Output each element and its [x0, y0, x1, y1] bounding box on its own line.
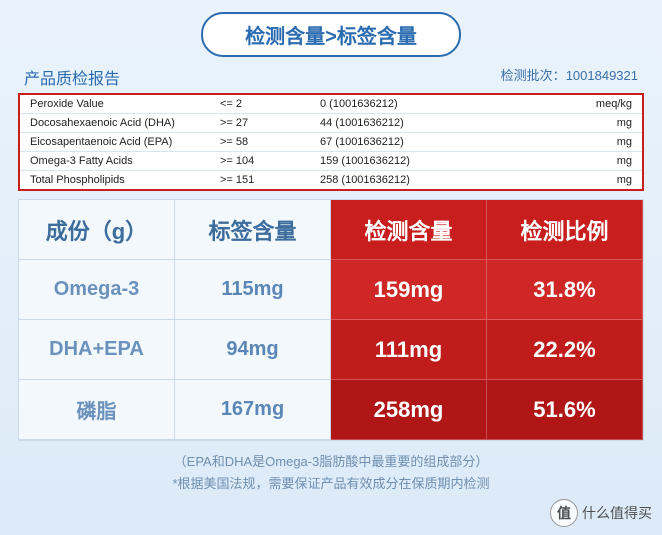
report-result: 159 (1001636212)	[320, 155, 582, 167]
report-name: Eicosapentaenoic Acid (EPA)	[30, 136, 220, 148]
report-unit: mg	[582, 174, 632, 186]
qc-report-box: Peroxide Value<= 20 (1001636212)meq/kgDo…	[18, 93, 644, 191]
report-row: Omega-3 Fatty Acids>= 104159 (1001636212…	[20, 152, 642, 171]
row-label: Omega-3	[19, 260, 175, 320]
row-label: DHA+EPA	[19, 320, 175, 380]
report-row: Total Phospholipids>= 151258 (1001636212…	[20, 171, 642, 189]
report-unit: mg	[582, 155, 632, 167]
header-pill: 检测含量>标签含量	[201, 12, 461, 57]
table-header: 标签含量	[175, 200, 331, 260]
table-header: 检测比例	[487, 200, 643, 260]
batch-info: 检测批次：1001849321	[501, 65, 638, 89]
report-row: Peroxide Value<= 20 (1001636212)meq/kg	[20, 95, 642, 114]
declared-value: 167mg	[175, 380, 331, 440]
report-unit: mg	[582, 117, 632, 129]
footnote: （EPA和DHA是Omega-3脂肪酸中最重要的组成部分） *根据美国法规，需要…	[0, 451, 662, 495]
report-result: 67 (1001636212)	[320, 136, 582, 148]
report-title: 产品质检报告	[24, 65, 120, 89]
report-result: 44 (1001636212)	[320, 117, 582, 129]
report-unit: mg	[582, 136, 632, 148]
batch-value: 1001849321	[566, 68, 638, 83]
sub-row: 产品质检报告 检测批次：1001849321	[0, 65, 662, 93]
report-result: 258 (1001636212)	[320, 174, 582, 186]
comparison-table: 成份（g）标签含量检测含量检测比例 Omega-3115mg159mg31.8% D…	[18, 199, 644, 441]
report-row: Eicosapentaenoic Acid (EPA)>= 5867 (1001…	[20, 133, 642, 152]
report-spec: <= 2	[220, 98, 320, 110]
row-label: 磷脂	[19, 380, 175, 440]
detected-value: 111mg	[331, 320, 487, 380]
report-spec: >= 151	[220, 174, 320, 186]
report-unit: meq/kg	[582, 98, 632, 110]
table-header: 检测含量	[331, 200, 487, 260]
report-row: Docosahexaenoic Acid (DHA)>= 2744 (10016…	[20, 114, 642, 133]
ratio-value: 31.8%	[487, 260, 643, 320]
detected-value: 159mg	[331, 260, 487, 320]
watermark-text: 什么值得买	[582, 503, 652, 523]
footnote-line2: *根据美国法规，需要保证产品有效成分在保质期内检测	[0, 473, 662, 495]
ratio-value: 51.6%	[487, 380, 643, 440]
report-spec: >= 104	[220, 155, 320, 167]
footnote-line1: （EPA和DHA是Omega-3脂肪酸中最重要的组成部分）	[0, 451, 662, 473]
report-spec: >= 27	[220, 117, 320, 129]
detected-value: 258mg	[331, 380, 487, 440]
ratio-value: 22.2%	[487, 320, 643, 380]
report-spec: >= 58	[220, 136, 320, 148]
table-header: 成份（g）	[19, 200, 175, 260]
report-name: Docosahexaenoic Acid (DHA)	[30, 117, 220, 129]
declared-value: 94mg	[175, 320, 331, 380]
report-name: Omega-3 Fatty Acids	[30, 155, 220, 167]
report-name: Peroxide Value	[30, 98, 220, 110]
batch-label: 检测批次：	[501, 68, 566, 83]
declared-value: 115mg	[175, 260, 331, 320]
report-result: 0 (1001636212)	[320, 98, 582, 110]
report-name: Total Phospholipids	[30, 174, 220, 186]
